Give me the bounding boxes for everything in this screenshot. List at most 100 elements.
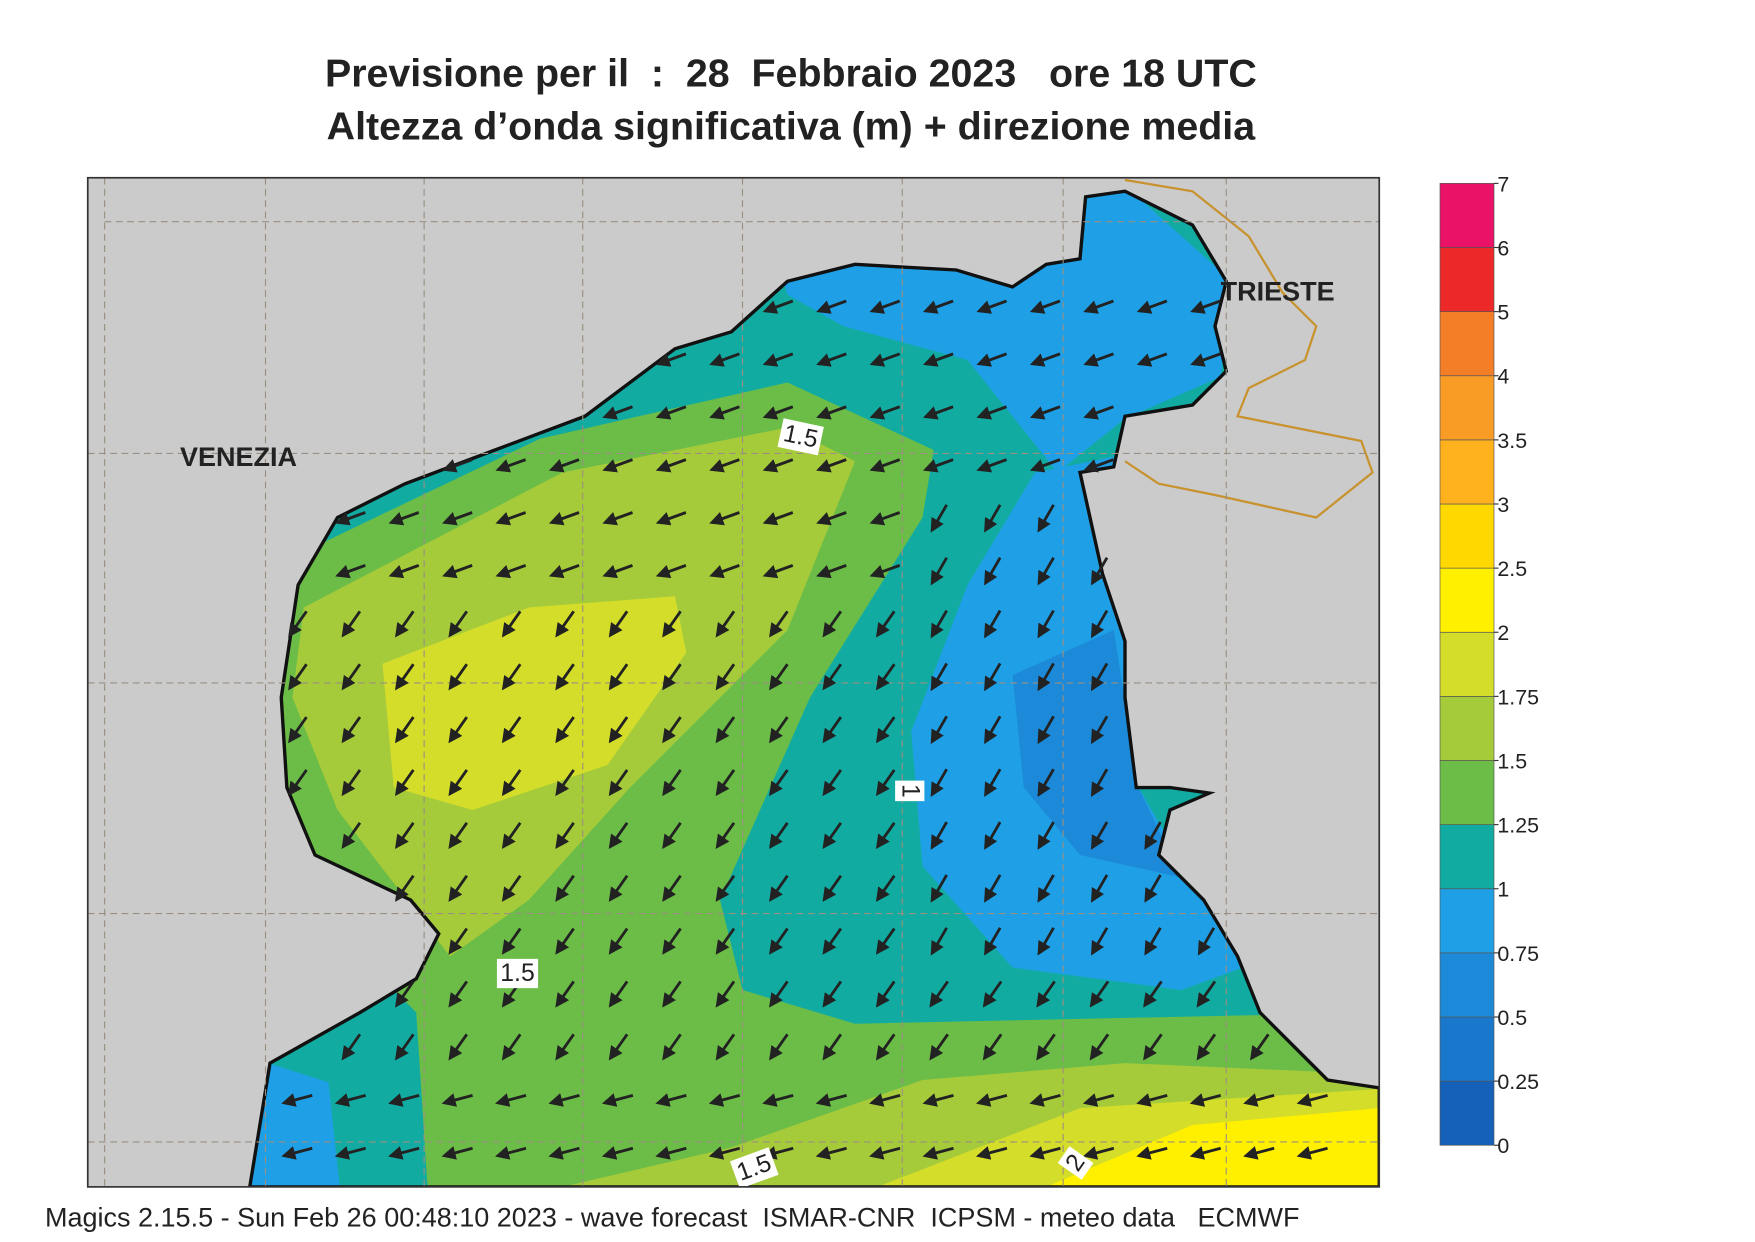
direction-arrow bbox=[608, 663, 629, 691]
direction-arrow bbox=[715, 610, 736, 638]
direction-arrow bbox=[1136, 352, 1168, 367]
direction-arrow bbox=[984, 609, 1002, 639]
direction-arrow bbox=[394, 663, 415, 691]
direction-arrow bbox=[715, 716, 736, 744]
direction-arrow bbox=[769, 716, 789, 744]
direction-arrow bbox=[709, 458, 740, 473]
direction-arrow bbox=[930, 504, 948, 533]
colorbar-band bbox=[1439, 439, 1495, 505]
direction-arrow bbox=[769, 980, 789, 1008]
direction-arrow bbox=[930, 768, 948, 797]
direction-arrow bbox=[984, 715, 1002, 745]
direction-arrow bbox=[1197, 927, 1216, 956]
border bbox=[1124, 178, 1374, 519]
direction-arrow bbox=[709, 405, 740, 420]
direction-arrow bbox=[394, 716, 415, 744]
direction-arrow bbox=[394, 1033, 415, 1061]
direction-arrow bbox=[715, 874, 736, 902]
direction-arrow bbox=[501, 874, 522, 902]
direction-arrow bbox=[822, 610, 843, 638]
direction-arrow bbox=[875, 663, 896, 691]
direction-arrow bbox=[1037, 768, 1055, 797]
direction-arrow bbox=[335, 564, 366, 579]
direction-arrow bbox=[442, 511, 473, 526]
direction-arrow bbox=[1037, 821, 1055, 850]
direction-arrow bbox=[341, 610, 362, 638]
direction-arrow bbox=[816, 299, 847, 314]
scene: Previsione per il : 28 Febbraio 2023 ore… bbox=[45, 52, 1539, 1233]
direction-arrow bbox=[1136, 1093, 1168, 1107]
direction-arrow bbox=[501, 821, 522, 850]
direction-arrow bbox=[815, 1146, 847, 1160]
colorbar-band bbox=[1439, 760, 1495, 825]
direction-arrow bbox=[602, 405, 633, 420]
direction-arrow bbox=[1144, 874, 1162, 903]
direction-arrow bbox=[601, 1146, 634, 1160]
direction-arrow bbox=[334, 1146, 367, 1160]
direction-arrow bbox=[1029, 299, 1061, 314]
colorbar-label: 5 bbox=[1497, 301, 1509, 325]
direction-arrow bbox=[555, 663, 575, 691]
contour-label-box bbox=[1057, 1146, 1094, 1180]
map-frame bbox=[86, 176, 1381, 1188]
direction-arrow bbox=[930, 927, 948, 956]
colorbar-band bbox=[1439, 247, 1495, 312]
direction-arrow bbox=[762, 511, 794, 526]
direction-arrow bbox=[762, 458, 794, 473]
colorbar-label: 1.75 bbox=[1497, 685, 1539, 709]
direction-arrow bbox=[448, 980, 468, 1008]
colorbar-label: 2 bbox=[1497, 621, 1509, 645]
contour-label-box bbox=[729, 1147, 779, 1187]
colorbar-label: 2.5 bbox=[1497, 557, 1527, 581]
direction-arrow bbox=[1190, 299, 1221, 314]
direction-arrow bbox=[662, 821, 682, 850]
direction-arrow bbox=[601, 1093, 634, 1107]
direction-arrow bbox=[655, 458, 687, 473]
arrows bbox=[281, 299, 1328, 1160]
direction-arrow bbox=[869, 1093, 901, 1107]
direction-arrow bbox=[984, 768, 1002, 797]
direction-arrow bbox=[1243, 1146, 1275, 1160]
direction-arrow bbox=[822, 1033, 843, 1061]
footer: Magics 2.15.5 - Sun Feb 26 00:48:10 2023… bbox=[45, 1202, 1300, 1232]
direction-arrow bbox=[555, 769, 575, 797]
direction-arrow bbox=[1144, 821, 1162, 850]
direction-arrow bbox=[922, 299, 954, 314]
direction-arrow bbox=[662, 769, 682, 797]
colorbar-band bbox=[1439, 696, 1495, 761]
direction-arrow bbox=[555, 980, 575, 1008]
colorbar-label: 0.5 bbox=[1497, 1006, 1527, 1030]
direction-arrow bbox=[715, 1033, 736, 1061]
colorbar-label: 0 bbox=[1497, 1134, 1509, 1158]
direction-arrow bbox=[922, 1146, 954, 1160]
direction-arrow bbox=[388, 511, 420, 526]
direction-arrow bbox=[708, 1146, 741, 1160]
direction-arrow bbox=[441, 1093, 473, 1107]
direction-arrow bbox=[1136, 1146, 1168, 1160]
direction-arrow bbox=[495, 564, 527, 579]
direction-arrow bbox=[769, 927, 789, 955]
direction-arrow bbox=[1190, 352, 1221, 367]
direction-arrow bbox=[655, 511, 687, 526]
direction-arrow bbox=[1036, 1033, 1056, 1061]
direction-arrow bbox=[602, 511, 633, 526]
direction-arrow bbox=[769, 610, 789, 638]
direction-arrow bbox=[288, 663, 308, 691]
direction-arrow bbox=[442, 458, 473, 473]
title: Previsione per il : 28 Febbraio 2023 ore… bbox=[325, 52, 1257, 96]
direction-arrow bbox=[334, 1093, 367, 1107]
direction-arrow bbox=[816, 564, 847, 579]
direction-arrow bbox=[655, 352, 687, 367]
direction-arrow bbox=[608, 927, 629, 955]
direction-arrow bbox=[548, 511, 580, 526]
direction-arrow bbox=[1029, 1146, 1061, 1160]
direction-arrow bbox=[1196, 980, 1217, 1008]
direction-arrow bbox=[869, 1146, 901, 1160]
direction-arrow bbox=[816, 352, 847, 367]
contour-label: 1 bbox=[895, 780, 925, 802]
direction-arrow bbox=[922, 458, 954, 473]
direction-arrow bbox=[608, 1033, 629, 1061]
direction-arrow bbox=[922, 405, 954, 420]
direction-arrow bbox=[1090, 557, 1109, 586]
colorbar-band bbox=[1439, 375, 1495, 441]
